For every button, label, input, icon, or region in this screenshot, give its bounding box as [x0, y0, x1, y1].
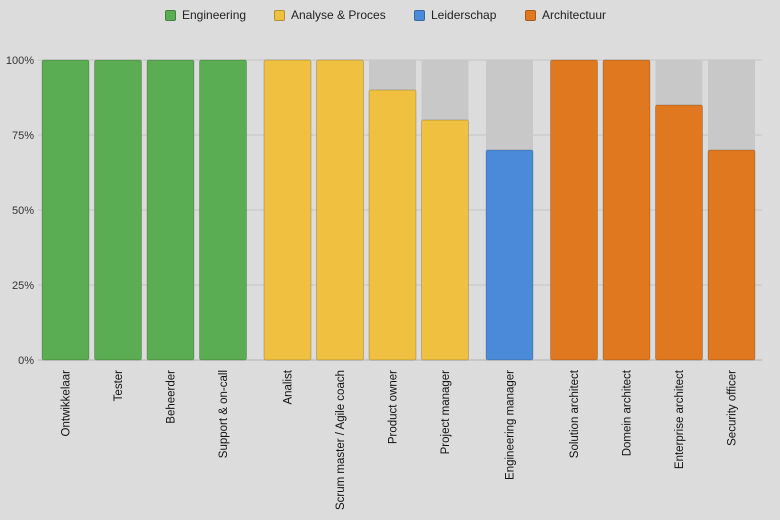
legend-item-engineering[interactable]: Engineering	[165, 8, 246, 22]
y-axis-ticks: 0% 25% 50% 75% 100%	[6, 55, 34, 367]
bar-support-on-call[interactable]	[199, 59, 247, 361]
legend-label: Leiderschap	[431, 8, 497, 22]
x-axis-labels: Ontwikkelaar Tester Beheerder Support & on-…	[61, 369, 739, 510]
legend-item-analyse-proces[interactable]: Analyse & Proces	[274, 8, 386, 22]
x-tick-label: Project manager	[440, 370, 452, 455]
bar-enterprise-architect[interactable]	[655, 104, 703, 361]
legend-label: Engineering	[182, 8, 247, 22]
legend-swatch-leiderschap	[414, 9, 425, 21]
x-tick-label: Domein architect	[622, 369, 634, 456]
bar-project-manager[interactable]	[421, 119, 469, 361]
legend-label: Analyse & Proces	[291, 8, 386, 22]
y-tick-label: 0%	[18, 355, 34, 367]
x-tick-label: Beheerder	[166, 370, 178, 424]
legend-swatch-analyse-proces	[274, 9, 285, 21]
x-tick-label: Enterprise architect	[674, 369, 686, 469]
x-tick-label: Security officer	[727, 370, 739, 446]
x-tick-label: Scrum master / Agile coach	[335, 370, 347, 510]
x-tick-label: Solution architect	[569, 369, 581, 458]
x-tick-label: Tester	[113, 370, 125, 401]
bar-security-officer[interactable]	[707, 149, 756, 361]
bar-analist[interactable]	[263, 59, 312, 361]
y-tick-label: 50%	[12, 205, 34, 217]
legend-swatch-architectuur	[525, 9, 536, 21]
bars	[41, 59, 756, 361]
y-tick-label: 75%	[12, 130, 34, 142]
bar-solution-architect[interactable]	[550, 59, 598, 361]
y-tick-label: 25%	[12, 280, 34, 292]
x-tick-label: Support & on-call	[218, 370, 230, 458]
bar-scrum-master-agile-coach[interactable]	[316, 59, 364, 361]
x-tick-label: Product owner	[388, 370, 400, 444]
bar-domein-architect[interactable]	[602, 59, 651, 361]
legend-label: Architectuur	[542, 8, 607, 22]
bar-tester[interactable]	[94, 59, 142, 361]
bar-beheerder[interactable]	[146, 59, 195, 361]
x-tick-label: Engineering manager	[505, 370, 517, 480]
legend-item-leiderschap[interactable]: Leiderschap	[414, 8, 496, 22]
bar-product-owner[interactable]	[368, 89, 417, 361]
legend-swatch-engineering	[165, 9, 176, 21]
y-tick-label: 100%	[6, 55, 34, 67]
bar-ontwikkelaar[interactable]	[41, 59, 90, 361]
x-tick-label: Analist	[283, 369, 295, 404]
legend-item-architectuur[interactable]: Architectuur	[525, 8, 606, 22]
chart-legend: Engineering Analyse & Proces Leiderschap…	[0, 8, 780, 28]
bar-engineering-manager[interactable]	[485, 149, 534, 361]
x-tick-label: Ontwikkelaar	[61, 370, 73, 437]
